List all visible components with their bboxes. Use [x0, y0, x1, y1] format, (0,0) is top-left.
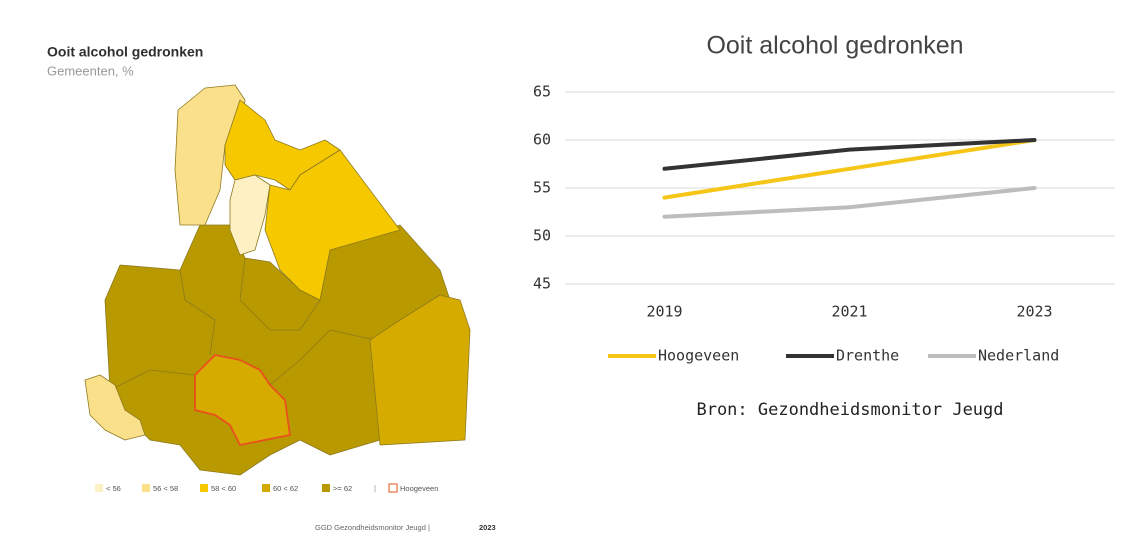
annotation: Bron: Gezondheidsmonitor Jeugd [696, 400, 1003, 420]
series-line [662, 138, 1037, 171]
hoogeveen-region [194, 354, 291, 446]
chart-title: Ooit alcohol gedronken [706, 32, 963, 60]
legend-label: Drenthe [836, 347, 899, 365]
legend-label: Hoogeveen [400, 484, 438, 493]
legend-label: 56 < 58 [153, 484, 178, 493]
map-title: Ooit alcohol gedronken [47, 44, 203, 60]
legend-label: 60 < 62 [273, 484, 298, 493]
region [229, 174, 271, 256]
border [239, 257, 321, 331]
y-tick-label: 65 [533, 83, 551, 101]
legend-label: >= 62 [333, 484, 352, 493]
x-tick-label: 2021 [831, 303, 867, 321]
legend-swatch [200, 484, 208, 492]
region [369, 294, 471, 446]
legend-swatch [95, 484, 103, 492]
map-legend: < 56 56 < 58 58 < 60 60 < 62 >= 62 | Hoogeveen [95, 483, 438, 493]
series-line [662, 138, 1037, 200]
y-tick-label: 50 [533, 227, 551, 245]
border [109, 369, 196, 391]
y-tick-label: 55 [533, 179, 551, 197]
legend-swatch [388, 483, 398, 493]
map-source: GGD Gezondheidsmonitor Jeugd | [315, 523, 430, 532]
region [84, 374, 146, 441]
legend-label: < 56 [106, 484, 121, 493]
legend-label: Hoogeveen [658, 347, 739, 365]
border [179, 269, 216, 356]
legend-label: 58 < 60 [211, 484, 236, 493]
legend-swatch [262, 484, 270, 492]
map-source-year: 2023 [479, 523, 496, 532]
region [264, 149, 401, 301]
legend-label: Nederland [978, 347, 1059, 365]
x-tick-label: 2023 [1016, 303, 1052, 321]
legend-swatch [142, 484, 150, 492]
legend-separator: | [374, 484, 376, 493]
map: Ooit alcohol gedronken Gemeenten, % < 56… [47, 44, 496, 532]
map-subtitle: Gemeenten, % [47, 63, 134, 78]
border [269, 329, 376, 386]
series-line [662, 186, 1037, 219]
x-tick-label: 2019 [646, 303, 682, 321]
y-tick-label: 60 [533, 131, 551, 149]
legend-swatch [322, 484, 330, 492]
line-chart: 45 50 55 60 65 2019 2021 2023 Hoogeveen Drenthe Ne… [533, 83, 1115, 365]
y-tick-label: 45 [533, 275, 551, 293]
